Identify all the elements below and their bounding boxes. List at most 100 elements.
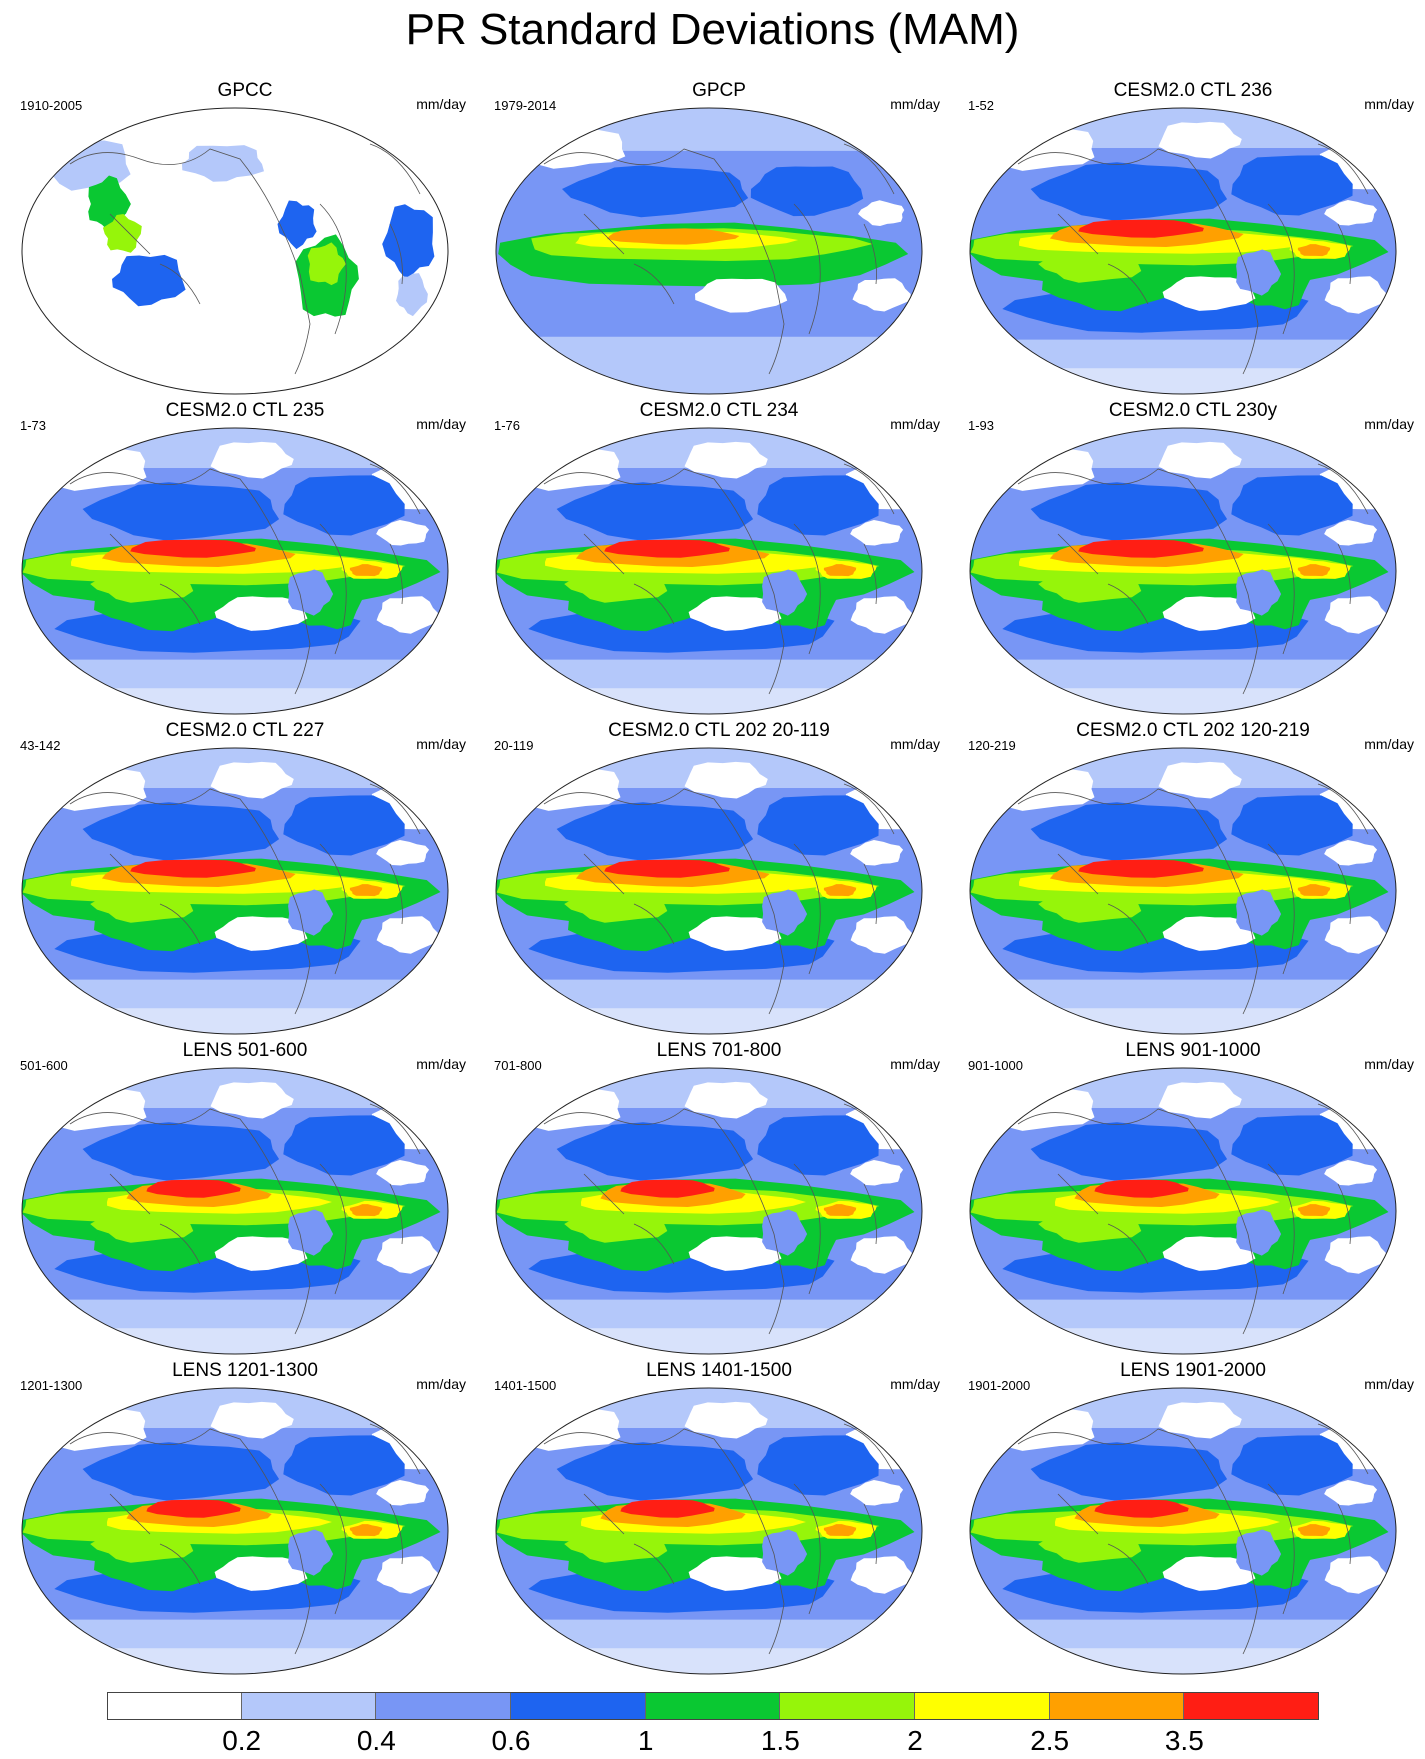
colorbar-label: 1.5	[760, 1725, 800, 1756]
panel-period: 701-800	[494, 1058, 542, 1073]
panel-units: mm/day	[1364, 96, 1414, 112]
panel-title: GPCP	[692, 80, 746, 101]
colorbar-swatch	[376, 1692, 511, 1720]
panel-units: mm/day	[1364, 416, 1414, 432]
panel-period: 43-142	[20, 738, 61, 753]
panel-units: mm/day	[416, 736, 466, 752]
map-panel: LENS 701-800 701-800 mm/day	[484, 1040, 954, 1358]
colorbar-swatch	[241, 1692, 377, 1720]
map-panel: LENS 1201-1300 1201-1300 mm/day	[10, 1360, 480, 1678]
panel-period: 1-73	[20, 418, 47, 433]
panel-title: LENS 1201-1300	[172, 1360, 318, 1381]
map-plot	[495, 107, 923, 395]
colorbar	[107, 1692, 1319, 1720]
map-plot	[21, 1067, 449, 1355]
map-outline	[495, 427, 923, 715]
map-panel: CESM2.0 CTL 227 43-142 mm/day	[10, 720, 480, 1038]
panel-period: 1-52	[968, 98, 995, 113]
panel-title: CESM2.0 CTL 234	[639, 400, 799, 421]
map-outline	[21, 1387, 449, 1675]
map-plot	[21, 1387, 449, 1675]
panel-period: 1910-2005	[20, 98, 83, 113]
map-panel: CESM2.0 CTL 234 1-76 mm/day	[484, 400, 954, 718]
panel-title: LENS 1401-1500	[646, 1360, 792, 1381]
colorbar-swatch	[915, 1692, 1050, 1720]
panel-period: 1-93	[968, 418, 995, 433]
panel-units: mm/day	[890, 416, 940, 432]
map-panel: GPCC 1910-2005 mm/day	[10, 80, 480, 398]
panel-title: CESM2.0 CTL 230y	[1108, 400, 1278, 421]
panel-units: mm/day	[890, 1376, 940, 1392]
map-panel: CESM2.0 CTL 202 120-219 120-219 mm/day	[958, 720, 1425, 1038]
map-outline	[21, 1067, 449, 1355]
panel-title: CESM2.0 CTL 235	[165, 400, 325, 421]
panel-title: LENS 701-800	[656, 1040, 782, 1061]
map-panel: GPCP 1979-2014 mm/day	[484, 80, 954, 398]
map-plot	[495, 1387, 923, 1675]
map-panel: LENS 1901-2000 1901-2000 mm/day	[958, 1360, 1425, 1678]
colorbar-label: 1	[637, 1725, 654, 1756]
map-plot	[21, 747, 449, 1035]
panel-title: LENS 1901-2000	[1120, 1360, 1266, 1381]
map-panel: CESM2.0 CTL 202 20-119 20-119 mm/day	[484, 720, 954, 1038]
panel-title: GPCC	[217, 80, 273, 101]
panel-units: mm/day	[890, 736, 940, 752]
map-plot	[495, 747, 923, 1035]
map-plot	[969, 107, 1397, 395]
panel-title: LENS 901-1000	[1125, 1040, 1261, 1061]
figure-title: PR Standard Deviations (MAM)	[405, 5, 1020, 54]
colorbar-label: 0.6	[491, 1725, 531, 1756]
panel-period: 501-600	[20, 1058, 68, 1073]
panel-units: mm/day	[890, 96, 940, 112]
panel-title: CESM2.0 CTL 202 120-219	[1076, 720, 1310, 741]
panel-title: LENS 501-600	[182, 1040, 308, 1061]
colorbar-swatch	[1184, 1692, 1319, 1720]
map-plot	[969, 427, 1397, 715]
colorbar-label: 2.5	[1030, 1725, 1070, 1756]
panel-units: mm/day	[1364, 1376, 1414, 1392]
map-panel: CESM2.0 CTL 236 1-52 mm/day	[958, 80, 1425, 398]
map-plot	[21, 427, 449, 715]
colorbar-label: 0.4	[356, 1725, 396, 1756]
panel-period: 1401-1500	[494, 1378, 557, 1393]
panel-units: mm/day	[416, 1376, 466, 1392]
map-panel: LENS 501-600 501-600 mm/day	[10, 1040, 480, 1358]
colorbar-label: 3.5	[1164, 1725, 1204, 1756]
map-plot	[21, 107, 449, 395]
map-panel: LENS 1401-1500 1401-1500 mm/day	[484, 1360, 954, 1678]
map-plot	[969, 1387, 1397, 1675]
map-outline	[969, 747, 1397, 1035]
map-outline	[21, 107, 449, 395]
panel-units: mm/day	[416, 96, 466, 112]
map-plot	[495, 1067, 923, 1355]
map-plot	[969, 747, 1397, 1035]
map-outline	[969, 1067, 1397, 1355]
panel-units: mm/day	[1364, 736, 1414, 752]
map-outline	[21, 747, 449, 1035]
colorbar-swatch	[107, 1692, 242, 1720]
map-plot	[495, 427, 923, 715]
panel-units: mm/day	[416, 1056, 466, 1072]
panel-units: mm/day	[416, 416, 466, 432]
colorbar-swatch	[645, 1692, 781, 1720]
map-panel: LENS 901-1000 901-1000 mm/day	[958, 1040, 1425, 1358]
panel-units: mm/day	[890, 1056, 940, 1072]
map-outline	[495, 107, 923, 395]
map-outline	[495, 1067, 923, 1355]
map-outline	[969, 107, 1397, 395]
panel-units: mm/day	[1364, 1056, 1414, 1072]
map-outline	[495, 747, 923, 1035]
panel-period: 1901-2000	[968, 1378, 1031, 1393]
colorbar-swatch	[511, 1692, 646, 1720]
map-outline	[969, 1387, 1397, 1675]
map-outline	[21, 427, 449, 715]
colorbar-label: 2	[907, 1725, 923, 1756]
map-plot	[969, 1067, 1397, 1355]
panel-title: CESM2.0 CTL 227	[165, 720, 325, 741]
panel-period: 1-76	[494, 418, 521, 433]
map-outline	[495, 1387, 923, 1675]
panel-period: 901-1000	[968, 1058, 1023, 1073]
map-outline	[969, 427, 1397, 715]
panel-title: CESM2.0 CTL 202 20-119	[608, 720, 830, 741]
colorbar-swatch	[1049, 1692, 1185, 1720]
